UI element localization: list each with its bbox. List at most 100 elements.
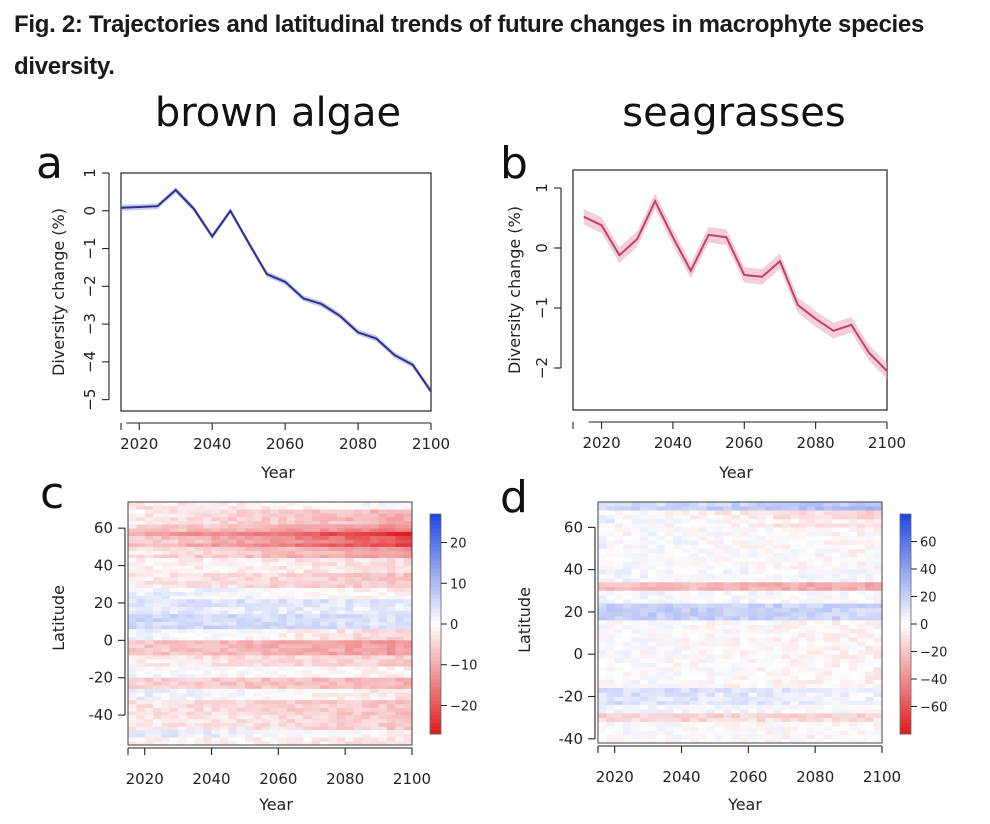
heatmap-cell <box>756 544 766 549</box>
heatmap-cell <box>336 681 346 686</box>
heatmap-cell <box>656 569 666 575</box>
heatmap-cell <box>194 576 204 581</box>
heatmap-cell <box>386 666 396 671</box>
heatmap-cell <box>203 629 212 634</box>
heatmap-cell <box>765 641 774 647</box>
heatmap-cell <box>765 582 774 587</box>
heatmap-cell <box>681 620 691 625</box>
heatmap-cell <box>236 636 246 641</box>
heatmap-cell <box>731 502 741 507</box>
heatmap-cell <box>270 718 279 723</box>
x-tick-label: 2100 <box>393 770 431 788</box>
heatmap-cell <box>614 738 624 744</box>
heatmap-cell <box>648 548 657 554</box>
heatmap-cell <box>614 565 624 570</box>
heatmap-cell <box>270 733 279 738</box>
heatmap-cell <box>219 737 229 742</box>
heatmap-cell <box>598 561 607 566</box>
heatmap-cell <box>806 730 816 735</box>
heatmap-cell <box>153 546 162 551</box>
heatmap-cell <box>353 531 363 536</box>
heatmap-cell <box>295 692 304 697</box>
heatmap-cell <box>714 662 724 668</box>
heatmap-cell <box>740 654 749 659</box>
heatmap-cell <box>673 569 682 575</box>
heatmap-cell <box>278 580 288 585</box>
heatmap-cell <box>689 603 699 609</box>
heatmap-cell <box>856 603 866 609</box>
heatmap-cell <box>328 711 338 716</box>
heatmap-cell <box>211 602 221 607</box>
heatmap-cell <box>353 614 363 619</box>
heatmap-cell <box>378 550 388 555</box>
colorbar-segment <box>900 712 911 717</box>
heatmap-cell <box>840 603 849 609</box>
heatmap-cell <box>656 552 666 558</box>
heatmap-cell <box>631 721 641 727</box>
heatmap-cell <box>161 722 171 727</box>
heatmap-cell <box>345 606 354 611</box>
heatmap-cell <box>144 640 154 645</box>
heatmap-cell <box>186 632 196 637</box>
heatmap-cell <box>211 677 221 682</box>
heatmap-cell <box>244 513 254 518</box>
heatmap-cell <box>823 637 833 642</box>
heatmap-cell <box>748 506 758 511</box>
heatmap-cell <box>623 637 632 642</box>
heatmap-cell <box>295 576 304 581</box>
heatmap-cell <box>403 502 413 507</box>
heatmap-cell <box>336 741 346 746</box>
heatmap-cell <box>765 603 774 609</box>
heatmap-cell <box>261 621 271 626</box>
heatmap-cell <box>623 734 632 740</box>
heatmap-cell <box>370 688 379 693</box>
heatmap-cell <box>723 645 733 651</box>
heatmap-cell <box>161 543 171 548</box>
heatmap-cell <box>723 502 733 507</box>
heatmap-cell <box>740 679 749 685</box>
colorbar-segment <box>900 635 911 640</box>
heatmap-cell <box>303 576 313 581</box>
heatmap-cell <box>631 637 641 642</box>
heatmap-cell <box>345 692 354 697</box>
heatmap-cell <box>831 637 841 642</box>
heatmap-cell <box>648 683 657 689</box>
heatmap-cell <box>848 637 858 642</box>
data-point <box>302 297 304 299</box>
heatmap-cell <box>203 546 212 551</box>
heatmap-cell <box>714 717 724 723</box>
heatmap-cell <box>765 518 774 524</box>
heatmap-cell <box>378 546 388 551</box>
heatmap-cell <box>361 595 371 600</box>
heatmap-cell <box>698 688 707 693</box>
heatmap-cell <box>815 582 824 587</box>
heatmap-cell <box>714 650 724 655</box>
heatmap-cell <box>244 718 254 723</box>
heatmap-cell <box>186 625 196 630</box>
heatmap-cell <box>261 670 271 675</box>
heatmap-cell <box>790 582 799 587</box>
colorbar-segment <box>900 675 911 680</box>
heatmap-cell <box>639 624 649 630</box>
heatmap-cell <box>806 658 816 663</box>
heatmap-cell <box>361 606 371 611</box>
heatmap-cell <box>278 595 288 600</box>
heatmap-cell <box>681 696 691 702</box>
heatmap-cell <box>740 599 749 604</box>
heatmap-cell <box>261 677 271 682</box>
heatmap-cell <box>203 696 212 701</box>
heatmap-cell <box>840 628 849 634</box>
heatmap-cell <box>244 632 254 637</box>
heatmap-cell <box>773 650 783 655</box>
x-tick-label: 2080 <box>797 434 835 452</box>
heatmap-cell <box>656 527 666 532</box>
heatmap-cell <box>328 715 338 720</box>
heatmap-cell <box>798 561 808 566</box>
heatmap-cell <box>345 599 354 604</box>
heatmap-cell <box>806 696 816 702</box>
heatmap-cell <box>219 688 229 693</box>
heatmap-cell <box>286 531 296 536</box>
heatmap-cell <box>320 685 329 690</box>
heatmap-cell <box>370 692 379 697</box>
heatmap-cell <box>236 696 246 701</box>
